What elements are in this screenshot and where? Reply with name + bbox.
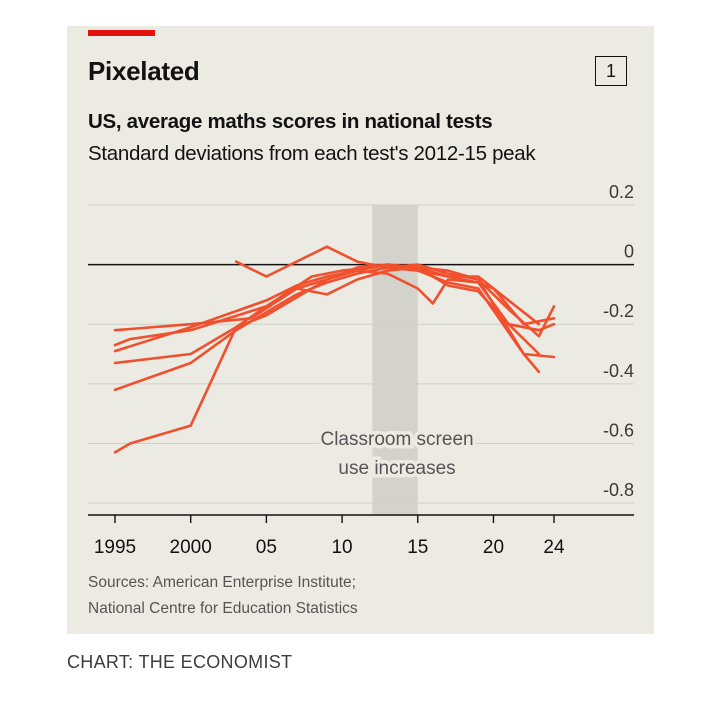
x-tick-label: 15 [407, 537, 428, 558]
sources-line-1: Sources: American Enterprise Institute; [88, 574, 356, 591]
y-tick-label: -0.6 [603, 420, 634, 440]
y-tick-label: -0.2 [603, 301, 634, 321]
chart-title: Pixelated [88, 56, 200, 86]
series-line-1 [113, 263, 541, 454]
chart-card [67, 26, 654, 634]
x-tick-label: 05 [256, 537, 277, 558]
brand-red-bar [88, 30, 155, 36]
sources-note: Sources: American Enterprise Institute; … [88, 570, 358, 622]
chart-number-badge: 1 [595, 56, 627, 86]
series-line-5 [113, 266, 556, 332]
chart-unit-description: Standard deviations from each test's 201… [88, 142, 536, 165]
y-tick-label: -0.8 [603, 480, 634, 500]
x-tick-label: 2000 [170, 537, 212, 558]
x-tick-label: 1995 [94, 537, 136, 558]
y-tick-label: 0 [624, 242, 634, 262]
y-tick-label: -0.4 [603, 361, 634, 381]
y-tick-label: 0.2 [609, 182, 634, 202]
annotation-label-line-2: use increases [338, 458, 455, 479]
x-tick-label: 20 [483, 537, 504, 558]
screen-use-shaded-band [372, 205, 418, 515]
chart-subtitle: US, average maths scores in national tes… [88, 110, 493, 133]
series-line-7 [234, 245, 541, 326]
sources-line-2: National Centre for Education Statistics [88, 600, 358, 617]
x-tick-label: 10 [331, 537, 352, 558]
chart-credit: CHART: THE ECONOMIST [67, 652, 293, 672]
annotation-label-line-1: Classroom screen [320, 429, 473, 450]
x-tick-label: 24 [543, 537, 565, 558]
